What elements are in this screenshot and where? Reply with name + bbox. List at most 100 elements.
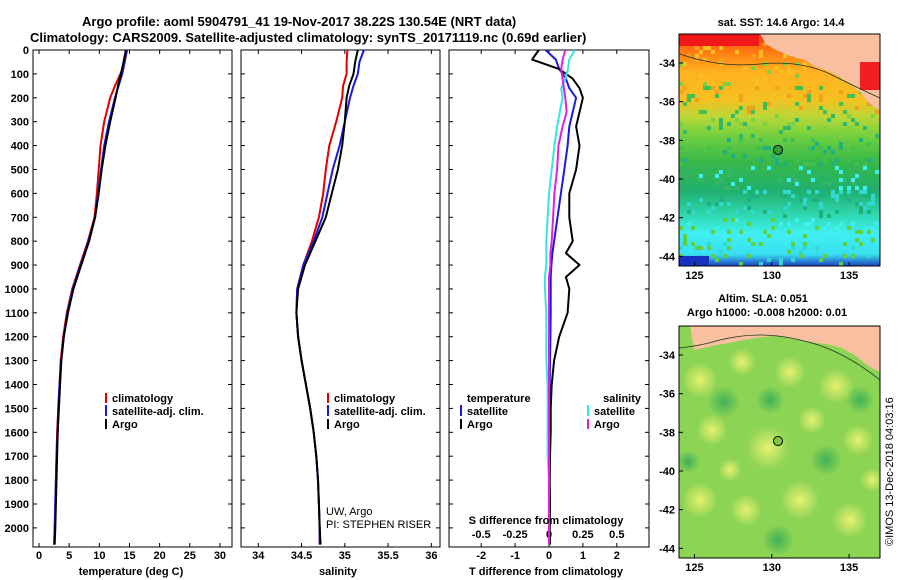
title-line-2: Climatology: CARS2009. Satellite-adjuste…	[30, 30, 586, 45]
sst-pixel	[731, 218, 735, 222]
sst-pixel	[687, 94, 691, 98]
x-tick-label: 0	[546, 550, 552, 562]
sst-pixel	[819, 206, 823, 210]
sst-pixel	[819, 202, 823, 206]
map-y-tick-label: -42	[659, 213, 675, 225]
sst-pixel	[847, 226, 851, 230]
sst-pixel	[855, 122, 859, 126]
sst-pixel	[839, 142, 843, 146]
sst-pixel	[751, 166, 755, 170]
sst-pixel	[787, 230, 791, 234]
sst-pixel	[867, 234, 871, 238]
sst-pixel	[703, 58, 707, 62]
sst-pixel	[767, 258, 771, 262]
sst-pixel	[679, 62, 683, 66]
temperature-profiles	[53, 49, 129, 545]
sst-pixel	[703, 78, 707, 82]
x-tick-label: 15	[123, 550, 135, 562]
sst-pixel	[739, 94, 743, 98]
sst-pixel	[819, 86, 823, 90]
sst-pixel	[787, 178, 791, 182]
sst-pixel	[823, 254, 827, 258]
map-y-tick-label: -40	[659, 174, 675, 186]
sst-pixel	[727, 202, 731, 206]
sst-pixel	[791, 190, 795, 194]
sst-pixel	[783, 194, 787, 198]
sst-pixel	[683, 170, 687, 174]
sla-map-axes: 125 130 135 -34 -36 -38 -40 -42 -44	[659, 350, 858, 574]
x-tick-label: 5	[66, 550, 72, 562]
legend-salinity-argo: Argo	[594, 419, 620, 431]
sst-pixel	[763, 62, 767, 66]
difference-legend-salinity: salinity satellite Argo	[587, 393, 642, 431]
sst-cold-patch	[679, 256, 709, 266]
depth-tick-label: 400	[11, 141, 29, 153]
sst-pixel	[715, 90, 719, 94]
sst-pixel	[715, 182, 719, 186]
legend-satellite-adj: satellite-adj. clim.	[334, 406, 426, 418]
sst-pixel	[867, 210, 871, 214]
sst-pixel	[687, 222, 691, 226]
sst-pixel	[747, 222, 751, 226]
sst-pixel	[807, 222, 811, 226]
sst-pixel	[815, 130, 819, 134]
sst-pixel	[855, 106, 859, 110]
sst-pixel	[711, 50, 715, 54]
sst-pixel	[835, 226, 839, 230]
legend-salinity-satellite: satellite	[594, 406, 635, 418]
sst-pixel	[859, 190, 863, 194]
depth-tick-label: 200	[11, 93, 29, 105]
depth-tick-label: 1100	[5, 308, 29, 320]
sst-pixel	[699, 198, 703, 202]
sst-pixel	[731, 154, 735, 158]
sst-pixel	[683, 86, 687, 90]
sst-pixel	[823, 182, 827, 186]
sst-pixel	[771, 226, 775, 230]
sst-pixel	[807, 126, 811, 130]
sst-pixel	[875, 158, 879, 162]
sst-pixel	[779, 178, 783, 182]
s-tick-label: -0.25	[503, 529, 528, 541]
sst-pixel	[731, 182, 735, 186]
temperature-legend: climatology satellite-adj. clim. Argo	[105, 393, 204, 431]
sst-pixel	[707, 246, 711, 250]
sst-pixel	[699, 150, 703, 154]
sst-pixel	[803, 242, 807, 246]
sst-pixel	[711, 206, 715, 210]
sst-pixel	[875, 134, 879, 138]
sst-map-title: sat. SST: 14.6 Argo: 14.4	[718, 17, 846, 29]
sst-pixel	[827, 118, 831, 122]
sst-pixel	[727, 138, 731, 142]
sst-pixel	[867, 230, 871, 234]
sst-pixel	[719, 170, 723, 174]
sst-pixel	[767, 234, 771, 238]
sst-pixel	[695, 58, 699, 62]
sst-pixel	[839, 146, 843, 150]
map-y-tick-label: -38	[659, 427, 675, 439]
sst-pixel	[727, 170, 731, 174]
x-tick-label: 10	[93, 550, 105, 562]
sst-pixel	[867, 202, 871, 206]
sst-pixel	[767, 102, 771, 106]
sst-pixel	[811, 138, 815, 142]
sst-pixel	[855, 230, 859, 234]
sst-pixel	[795, 178, 799, 182]
sst-pixel	[679, 246, 683, 250]
sst-pixel	[771, 154, 775, 158]
sst-pixel	[851, 154, 855, 158]
depth-tick-label: 1600	[5, 427, 29, 439]
depth-tick-label: 300	[11, 117, 29, 129]
sst-pixel	[811, 162, 815, 166]
sst-pixel	[727, 246, 731, 250]
depth-tick-label: 1500	[5, 403, 29, 415]
sla-anomaly-blob	[682, 482, 718, 518]
sst-pixel	[827, 146, 831, 150]
sst-pixel	[863, 166, 867, 170]
salinity-legend: climatology satellite-adj. clim. Argo	[327, 393, 426, 431]
sst-pixel	[759, 50, 763, 54]
sst-pixel	[735, 218, 739, 222]
sst-pixel	[827, 214, 831, 218]
sst-pixel	[747, 254, 751, 258]
sst-pixel	[819, 170, 823, 174]
sst-pixel	[739, 174, 743, 178]
